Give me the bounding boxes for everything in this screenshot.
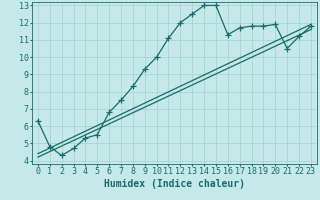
X-axis label: Humidex (Indice chaleur): Humidex (Indice chaleur)	[104, 179, 245, 189]
